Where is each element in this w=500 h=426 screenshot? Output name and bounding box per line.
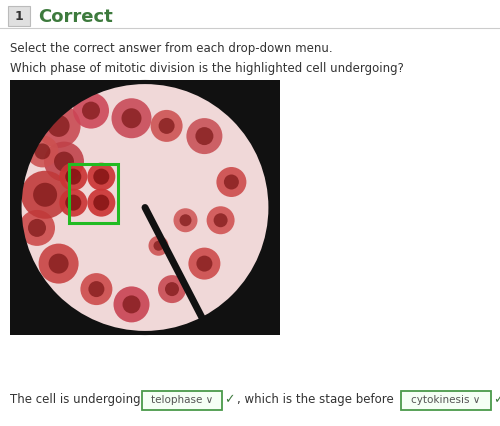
Circle shape [34, 144, 50, 159]
Circle shape [114, 286, 150, 322]
Text: cytokinesis ∨: cytokinesis ∨ [412, 395, 480, 405]
Text: ✓: ✓ [493, 394, 500, 406]
Bar [70, 164, 118, 223]
Circle shape [196, 256, 212, 272]
Circle shape [158, 275, 186, 303]
Circle shape [60, 163, 88, 191]
Circle shape [186, 118, 222, 154]
Circle shape [196, 127, 214, 145]
Circle shape [122, 108, 142, 128]
Circle shape [19, 210, 55, 246]
Circle shape [38, 244, 78, 284]
Text: Correct: Correct [38, 8, 113, 26]
Circle shape [165, 282, 179, 296]
Circle shape [112, 98, 152, 138]
FancyBboxPatch shape [401, 391, 491, 409]
Circle shape [206, 206, 234, 234]
Text: telophase ∨: telophase ∨ [151, 395, 213, 405]
Bar [10, 80, 280, 335]
Circle shape [224, 175, 239, 190]
Circle shape [150, 110, 182, 142]
Circle shape [188, 248, 220, 279]
Circle shape [48, 115, 70, 137]
Circle shape [148, 236, 169, 256]
Circle shape [20, 82, 270, 333]
Circle shape [48, 253, 68, 273]
Text: , which is the stage before: , which is the stage before [237, 394, 398, 406]
Text: 1: 1 [14, 11, 24, 23]
Circle shape [21, 171, 69, 219]
Circle shape [88, 281, 104, 297]
Circle shape [88, 189, 116, 217]
Text: The cell is undergoing: The cell is undergoing [10, 394, 144, 406]
Circle shape [36, 104, 80, 148]
Circle shape [66, 169, 82, 184]
Bar [8, 6, 30, 26]
Circle shape [26, 135, 58, 167]
Circle shape [54, 152, 74, 172]
Circle shape [33, 183, 57, 207]
Circle shape [216, 167, 246, 197]
Circle shape [174, 208, 198, 232]
Circle shape [94, 169, 110, 184]
FancyBboxPatch shape [142, 391, 222, 409]
Circle shape [94, 195, 110, 210]
Text: ✓: ✓ [224, 394, 234, 406]
Circle shape [44, 141, 84, 181]
Circle shape [60, 189, 88, 217]
Circle shape [80, 273, 112, 305]
Circle shape [73, 92, 109, 129]
Circle shape [122, 295, 140, 314]
Text: Which phase of mitotic division is the highlighted cell undergoing?: Which phase of mitotic division is the h… [10, 62, 404, 75]
Circle shape [180, 214, 192, 226]
Circle shape [28, 219, 46, 237]
Circle shape [82, 101, 100, 120]
Circle shape [154, 241, 164, 251]
Circle shape [158, 118, 174, 134]
Circle shape [66, 195, 82, 210]
Text: Select the correct answer from each drop-down menu.: Select the correct answer from each drop… [10, 42, 332, 55]
Circle shape [214, 213, 228, 227]
Circle shape [88, 163, 116, 191]
